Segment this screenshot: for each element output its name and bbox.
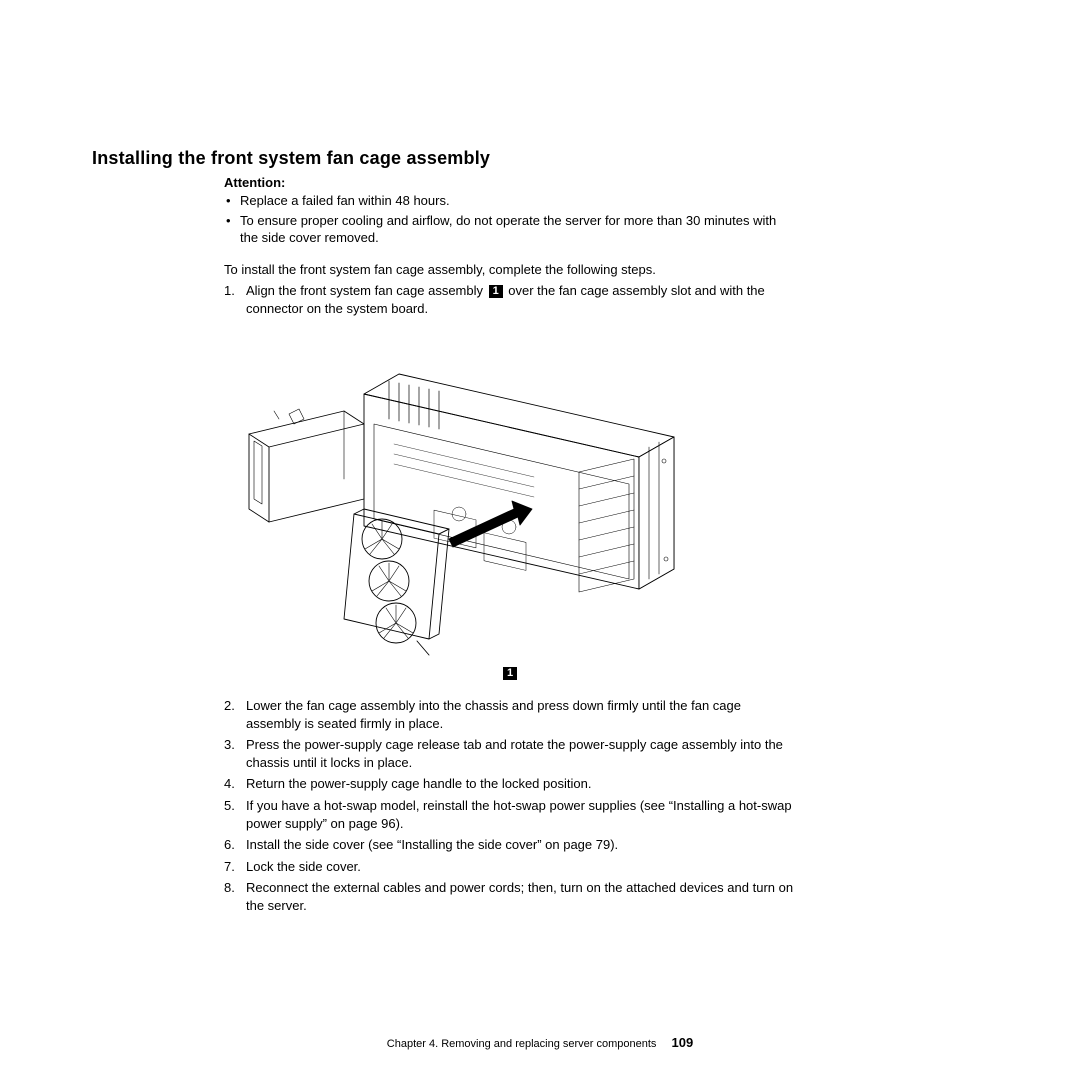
intro-text: To install the front system fan cage ass… bbox=[224, 261, 794, 279]
step-text: Return the power-supply cage handle to t… bbox=[246, 776, 591, 791]
step-list-after-figure: 2. Lower the fan cage assembly into the … bbox=[224, 697, 794, 914]
footer-chapter: Chapter 4. Removing and replacing server… bbox=[387, 1038, 657, 1050]
step-item: 7. Lock the side cover. bbox=[224, 858, 794, 876]
page-footer: Chapter 4. Removing and replacing server… bbox=[0, 1035, 1080, 1050]
step-item: 4. Return the power-supply cage handle t… bbox=[224, 775, 794, 793]
step-text-pre: Align the front system fan cage assembly bbox=[246, 283, 487, 298]
callout-icon: 1 bbox=[489, 285, 503, 298]
server-diagram-icon bbox=[234, 329, 684, 674]
step-text: Lower the fan cage assembly into the cha… bbox=[246, 698, 741, 731]
section-title: Installing the front system fan cage ass… bbox=[92, 148, 812, 169]
step-number: 5. bbox=[224, 797, 235, 815]
step-text: Press the power-supply cage release tab … bbox=[246, 737, 783, 770]
step-number: 1. bbox=[224, 282, 235, 300]
step-number: 3. bbox=[224, 736, 235, 754]
attention-bullet: To ensure proper cooling and airflow, do… bbox=[224, 212, 794, 247]
step-item: 5. If you have a hot-swap model, reinsta… bbox=[224, 797, 794, 832]
step-item: 3. Press the power-supply cage release t… bbox=[224, 736, 794, 771]
step-item: 2. Lower the fan cage assembly into the … bbox=[224, 697, 794, 732]
step-item: 6. Install the side cover (see “Installi… bbox=[224, 836, 794, 854]
step-item: 1. Align the front system fan cage assem… bbox=[224, 282, 794, 317]
attention-bullets: Replace a failed fan within 48 hours. To… bbox=[224, 192, 794, 247]
step-number: 7. bbox=[224, 858, 235, 876]
attention-bullet: Replace a failed fan within 48 hours. bbox=[224, 192, 794, 210]
attention-label: Attention: bbox=[224, 175, 794, 190]
content-body: Attention: Replace a failed fan within 4… bbox=[224, 175, 794, 914]
step-list-before-figure: 1. Align the front system fan cage assem… bbox=[224, 282, 794, 317]
step-number: 8. bbox=[224, 879, 235, 897]
page-content: Installing the front system fan cage ass… bbox=[92, 148, 812, 918]
step-item: 8. Reconnect the external cables and pow… bbox=[224, 879, 794, 914]
figure: 1 bbox=[224, 329, 794, 679]
step-number: 6. bbox=[224, 836, 235, 854]
step-text: Reconnect the external cables and power … bbox=[246, 880, 793, 913]
figure-callout-icon: 1 bbox=[503, 667, 517, 680]
step-number: 4. bbox=[224, 775, 235, 793]
step-text: Lock the side cover. bbox=[246, 859, 361, 874]
footer-page-number: 109 bbox=[672, 1035, 694, 1050]
step-text: If you have a hot-swap model, reinstall … bbox=[246, 798, 792, 831]
step-text: Install the side cover (see “Installing … bbox=[246, 837, 618, 852]
step-number: 2. bbox=[224, 697, 235, 715]
